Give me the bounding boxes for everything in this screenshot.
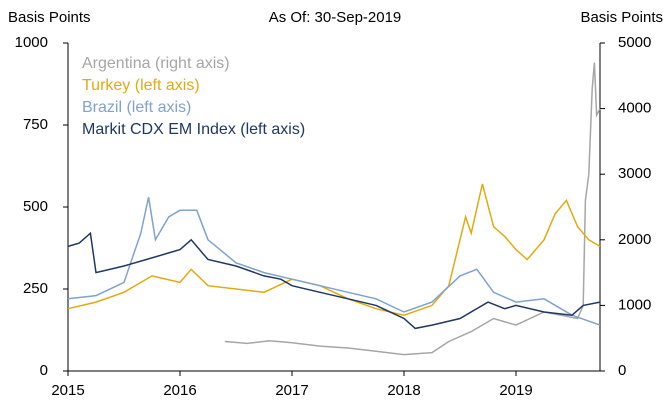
y-tick-label: 1000 <box>15 34 48 51</box>
y2-tick-label: 0 <box>618 362 626 379</box>
x-tick-label: 2019 <box>499 382 532 399</box>
series-line <box>224 62 601 356</box>
x-tick-label: 2015 <box>51 382 84 399</box>
legend-entry: Markit CDX EM Index (left axis) <box>82 121 305 138</box>
y2-tick-label: 2000 <box>618 231 651 248</box>
x-tick-label: 2018 <box>387 382 420 399</box>
y2-tick-label: 5000 <box>618 34 651 51</box>
y2-axis-label: Basis Points <box>580 9 663 26</box>
legend-entry: Argentina (right axis) <box>82 55 230 72</box>
y2-tick-label: 4000 <box>618 100 651 117</box>
series-line <box>67 231 601 330</box>
legend-entry: Turkey (left axis) <box>82 77 200 94</box>
y2-tick-label: 1000 <box>618 296 651 313</box>
y2-tick-label: 3000 <box>618 165 651 182</box>
y-tick-label: 500 <box>23 198 48 215</box>
y-tick-label: 250 <box>23 280 48 297</box>
x-tick-label: 2016 <box>163 382 196 399</box>
series-line <box>67 197 601 326</box>
y-tick-label: 0 <box>40 362 48 379</box>
x-tick-label: 2017 <box>275 382 308 399</box>
chart-title: As Of: 30-Sep-2019 <box>269 9 402 26</box>
series-line <box>67 183 601 316</box>
y-tick-label: 750 <box>23 116 48 133</box>
y-axis-label: Basis Points <box>8 9 91 26</box>
legend-entry: Brazil (left axis) <box>82 99 191 116</box>
